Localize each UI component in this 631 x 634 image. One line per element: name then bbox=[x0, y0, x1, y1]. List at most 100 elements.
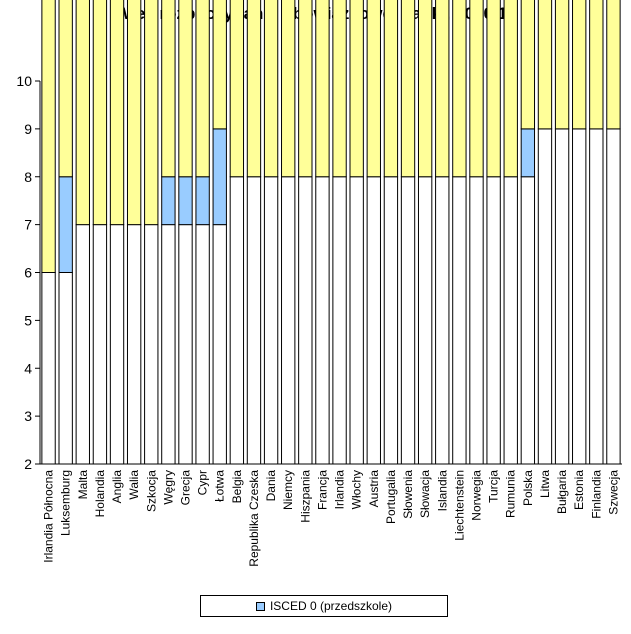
bar-segment-2-5 bbox=[126, 0, 142, 226]
bar-segment-2-2 bbox=[75, 0, 90, 226]
bar-segment-0-24 bbox=[452, 176, 467, 465]
x-tick-label: Anglia bbox=[110, 470, 124, 504]
bar-segment-0-10 bbox=[212, 224, 227, 465]
x-tick-label: Niemcy bbox=[281, 470, 295, 510]
bar-segment-1-10 bbox=[212, 128, 227, 226]
x-tick-label: Litwa bbox=[538, 470, 552, 498]
legend: ISCED 0 (przedszkole) bbox=[200, 595, 448, 617]
x-tick-label: Słowacja bbox=[418, 470, 432, 518]
bar-segment-2-32 bbox=[589, 0, 604, 130]
bar-segment-2-14 bbox=[281, 0, 296, 178]
x-tick-label: Rumunia bbox=[504, 470, 518, 518]
bar-segment-0-2 bbox=[75, 224, 90, 465]
bar-segment-0-19 bbox=[366, 176, 381, 465]
bar-segment-2-10 bbox=[212, 0, 227, 130]
x-tick-label: Estonia bbox=[572, 470, 586, 510]
bar-segment-2-12 bbox=[246, 0, 262, 178]
bar-segment-1-9 bbox=[195, 176, 210, 226]
x-axis-labels: Irlandia Północna Luksemburg Malta Holandia… bbox=[42, 470, 621, 567]
bar-segment-2-22 bbox=[417, 0, 433, 178]
x-tick-label: Malta bbox=[76, 470, 90, 500]
bar-segment-0-0 bbox=[41, 272, 56, 465]
x-tick-label: Irlandia Północna bbox=[42, 470, 56, 563]
bar-segment-0-28 bbox=[520, 176, 536, 465]
y-tick-label: 9 bbox=[24, 121, 32, 137]
bar-segment-2-30 bbox=[554, 0, 570, 130]
bar-segment-2-11 bbox=[229, 0, 245, 178]
bar-segment-1-8 bbox=[178, 176, 193, 226]
x-tick-label: Dania bbox=[264, 470, 278, 502]
y-tick-label: 6 bbox=[24, 265, 32, 281]
x-tick-label: Belgia bbox=[230, 470, 244, 504]
bar-segment-2-29 bbox=[537, 0, 553, 130]
x-tick-label: Austria bbox=[367, 470, 381, 508]
bar-segment-0-29 bbox=[537, 128, 553, 465]
x-tick-label: Walia bbox=[127, 470, 141, 500]
legend-swatch-isced0 bbox=[255, 601, 265, 611]
bar-segment-2-0 bbox=[41, 0, 56, 273]
x-tick-label: Łotwa bbox=[213, 470, 227, 502]
x-tick-label: Polska bbox=[521, 470, 535, 506]
bar-segment-2-13 bbox=[263, 0, 279, 178]
x-tick-label: Islandia bbox=[435, 470, 449, 512]
bar-segment-2-23 bbox=[435, 0, 450, 178]
y-tick-label: 7 bbox=[24, 217, 32, 233]
bar-segment-0-15 bbox=[298, 176, 313, 465]
y-tick-label: 2 bbox=[24, 456, 32, 472]
bar-segment-2-19 bbox=[366, 0, 381, 178]
bar-segment-2-15 bbox=[298, 0, 313, 178]
bar-segment-2-27 bbox=[503, 0, 518, 178]
x-tick-label: Finlandia bbox=[589, 470, 603, 519]
bar-segment-0-23 bbox=[435, 176, 450, 465]
bar-segment-0-22 bbox=[417, 176, 433, 465]
bar-segment-2-20 bbox=[383, 0, 399, 178]
bar-segment-0-25 bbox=[469, 176, 484, 465]
bar-segment-2-4 bbox=[109, 0, 125, 226]
y-tick-label: 5 bbox=[24, 312, 32, 328]
y-tick-label: 4 bbox=[24, 360, 32, 376]
bar-segment-0-1 bbox=[58, 272, 73, 465]
bar-segment-0-16 bbox=[315, 176, 330, 465]
bars-layer bbox=[41, 0, 621, 465]
bar-segment-2-24 bbox=[452, 0, 467, 178]
x-tick-label: Liechtenstein bbox=[452, 470, 466, 541]
bar-segment-0-14 bbox=[281, 176, 296, 465]
bar-segment-0-7 bbox=[161, 224, 176, 465]
x-tick-label: Luksemburg bbox=[59, 470, 73, 536]
bar-segment-2-17 bbox=[332, 0, 347, 178]
x-tick-label: Włochy bbox=[350, 470, 364, 509]
y-tick-label: 10 bbox=[16, 73, 32, 89]
bar-segment-1-28 bbox=[520, 128, 536, 178]
x-tick-label: Węgry bbox=[161, 470, 175, 505]
bar-segment-2-7 bbox=[161, 0, 176, 178]
bar-segment-0-4 bbox=[109, 224, 125, 465]
bar-segment-2-26 bbox=[486, 0, 501, 178]
x-tick-label: Bułgaria bbox=[555, 470, 569, 514]
bar-segment-2-21 bbox=[400, 0, 416, 178]
y-tick-label: 8 bbox=[24, 169, 32, 185]
bar-segment-2-33 bbox=[606, 0, 621, 130]
bar-segment-0-12 bbox=[246, 176, 262, 465]
x-tick-label: Cypr bbox=[196, 470, 210, 495]
bar-segment-0-26 bbox=[486, 176, 501, 465]
y-tick-label: 3 bbox=[24, 408, 32, 424]
x-tick-label: Słowenia bbox=[401, 470, 415, 519]
bar-segment-1-7 bbox=[161, 176, 176, 226]
x-tick-label: Portugalia bbox=[384, 470, 398, 524]
bar-segment-2-31 bbox=[572, 0, 587, 130]
x-tick-label: Grecja bbox=[179, 470, 193, 506]
bar-segment-0-5 bbox=[126, 224, 142, 465]
x-tick-label: Irlandia bbox=[333, 470, 347, 510]
bar-segment-1-1 bbox=[58, 176, 73, 273]
bar-segment-2-3 bbox=[92, 0, 108, 226]
x-tick-label: Norwegia bbox=[470, 470, 484, 521]
x-tick-label: Szkocja bbox=[144, 470, 158, 512]
bar-segment-2-28 bbox=[520, 0, 536, 130]
bar-segment-0-8 bbox=[178, 224, 193, 465]
x-tick-label: Hiszpania bbox=[298, 470, 312, 523]
x-tick-label: Holandia bbox=[93, 470, 107, 518]
bar-segment-0-3 bbox=[92, 224, 108, 465]
bar-segment-0-32 bbox=[589, 128, 604, 465]
bar-segment-0-17 bbox=[332, 176, 347, 465]
